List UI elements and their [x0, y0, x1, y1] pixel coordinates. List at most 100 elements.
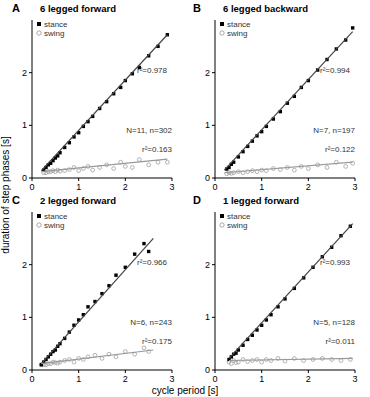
x-tick-label: 2: [306, 374, 311, 384]
annotation: r²=0.175: [142, 337, 173, 346]
y-tick: [212, 264, 215, 265]
point: [147, 163, 151, 167]
panel-title: 6 legged forward: [40, 3, 116, 14]
x-tick-label: 1: [259, 182, 264, 192]
y-tick-label: 1: [205, 312, 210, 322]
x-tick-label: 3: [169, 182, 174, 192]
y-tick-label: 2: [205, 260, 210, 270]
legend-label: swing: [44, 29, 64, 38]
annotation: N=7, n=197: [313, 126, 355, 135]
point: [77, 169, 81, 173]
panel: 0123012A6 legged forwardstanceswingr²=0.…: [12, 2, 175, 192]
x-tick: [261, 370, 262, 373]
point: [260, 360, 264, 364]
y-axis: [215, 212, 216, 370]
x-tick-label: 1: [76, 182, 81, 192]
x-tick: [355, 178, 356, 181]
x-tick-label: 3: [352, 182, 357, 192]
y-tick-label: 1: [22, 120, 27, 130]
x-axis-label: cycle period [s]: [152, 385, 219, 396]
legend-label: swing: [227, 29, 247, 38]
y-tick: [212, 178, 215, 179]
x-tick: [125, 178, 126, 181]
x-tick-label: 3: [352, 374, 357, 384]
x-tick: [261, 178, 262, 181]
point: [130, 166, 134, 170]
panel-label: D: [193, 194, 201, 206]
y-tick: [212, 317, 215, 318]
x-tick-label: 1: [259, 374, 264, 384]
panel-label: C: [12, 194, 20, 206]
legend-label: stance: [227, 212, 251, 221]
legend-marker: [220, 223, 224, 227]
annotation: r²=0.993: [320, 258, 351, 267]
y-tick: [29, 72, 32, 73]
panel-label: B: [193, 2, 201, 14]
x-axis: [215, 370, 355, 371]
point: [325, 166, 329, 170]
annotation: r²=0.994: [320, 66, 351, 75]
fit-line: [41, 159, 167, 172]
panel-label: A: [12, 2, 20, 14]
point: [114, 355, 118, 359]
legend-marker: [37, 31, 41, 35]
point: [142, 242, 145, 245]
point: [133, 252, 136, 255]
y-tick-label: 2: [22, 260, 27, 270]
y-tick-label: 1: [22, 312, 27, 322]
legend-marker: [220, 22, 224, 26]
point: [330, 358, 334, 362]
annotation: r²=0.966: [137, 258, 168, 267]
fit-line: [41, 350, 153, 364]
point: [165, 160, 169, 164]
legend-marker: [37, 22, 41, 26]
x-axis: [215, 178, 355, 179]
y-tick-label: 0: [205, 365, 210, 375]
legend-marker: [220, 214, 224, 218]
legend-label: stance: [44, 212, 68, 221]
annotation: N=11, n=302: [126, 126, 172, 135]
y-tick: [212, 72, 215, 73]
annotation: r²=0.122: [325, 145, 356, 154]
x-tick: [172, 178, 173, 181]
legend-label: stance: [44, 20, 68, 29]
x-tick-label: 0: [29, 182, 34, 192]
x-tick: [355, 370, 356, 373]
y-tick: [29, 317, 32, 318]
annotation: r²=0.011: [326, 337, 356, 346]
fit-line: [224, 162, 352, 173]
legend-label: swing: [227, 221, 247, 230]
y-tick: [29, 370, 32, 371]
legend-marker: [37, 214, 41, 218]
y-tick-label: 0: [22, 365, 27, 375]
x-tick-label: 2: [123, 182, 128, 192]
panel: 0123012C2 legged forwardstanceswingr²=0.…: [12, 194, 175, 384]
x-tick-label: 0: [29, 374, 34, 384]
x-tick-label: 1: [76, 374, 81, 384]
y-tick-label: 0: [205, 173, 210, 183]
point: [156, 160, 160, 164]
y-tick-label: 2: [22, 68, 27, 78]
y-axis-label: duration of step phases [s]: [0, 136, 11, 254]
panel: 0123012B6 legged backwardstanceswingr²=0…: [193, 2, 358, 192]
point: [86, 305, 89, 308]
point: [72, 360, 76, 364]
y-axis: [32, 212, 33, 370]
x-tick-label: 2: [123, 374, 128, 384]
x-tick: [308, 178, 309, 181]
point: [91, 168, 95, 172]
point: [142, 346, 146, 350]
panel-title: 6 legged backward: [223, 3, 308, 14]
point: [306, 167, 310, 171]
point: [351, 26, 354, 29]
x-tick: [172, 370, 173, 373]
y-axis: [215, 20, 216, 178]
fit-line: [229, 358, 353, 360]
x-tick: [78, 370, 79, 373]
y-tick-label: 1: [205, 120, 210, 130]
panel: 0123012D1 legged forwardstanceswingr²=0.…: [193, 194, 358, 384]
y-tick: [212, 125, 215, 126]
annotation: r²=0.163: [142, 145, 173, 154]
y-tick: [29, 125, 32, 126]
x-tick-label: 2: [306, 182, 311, 192]
